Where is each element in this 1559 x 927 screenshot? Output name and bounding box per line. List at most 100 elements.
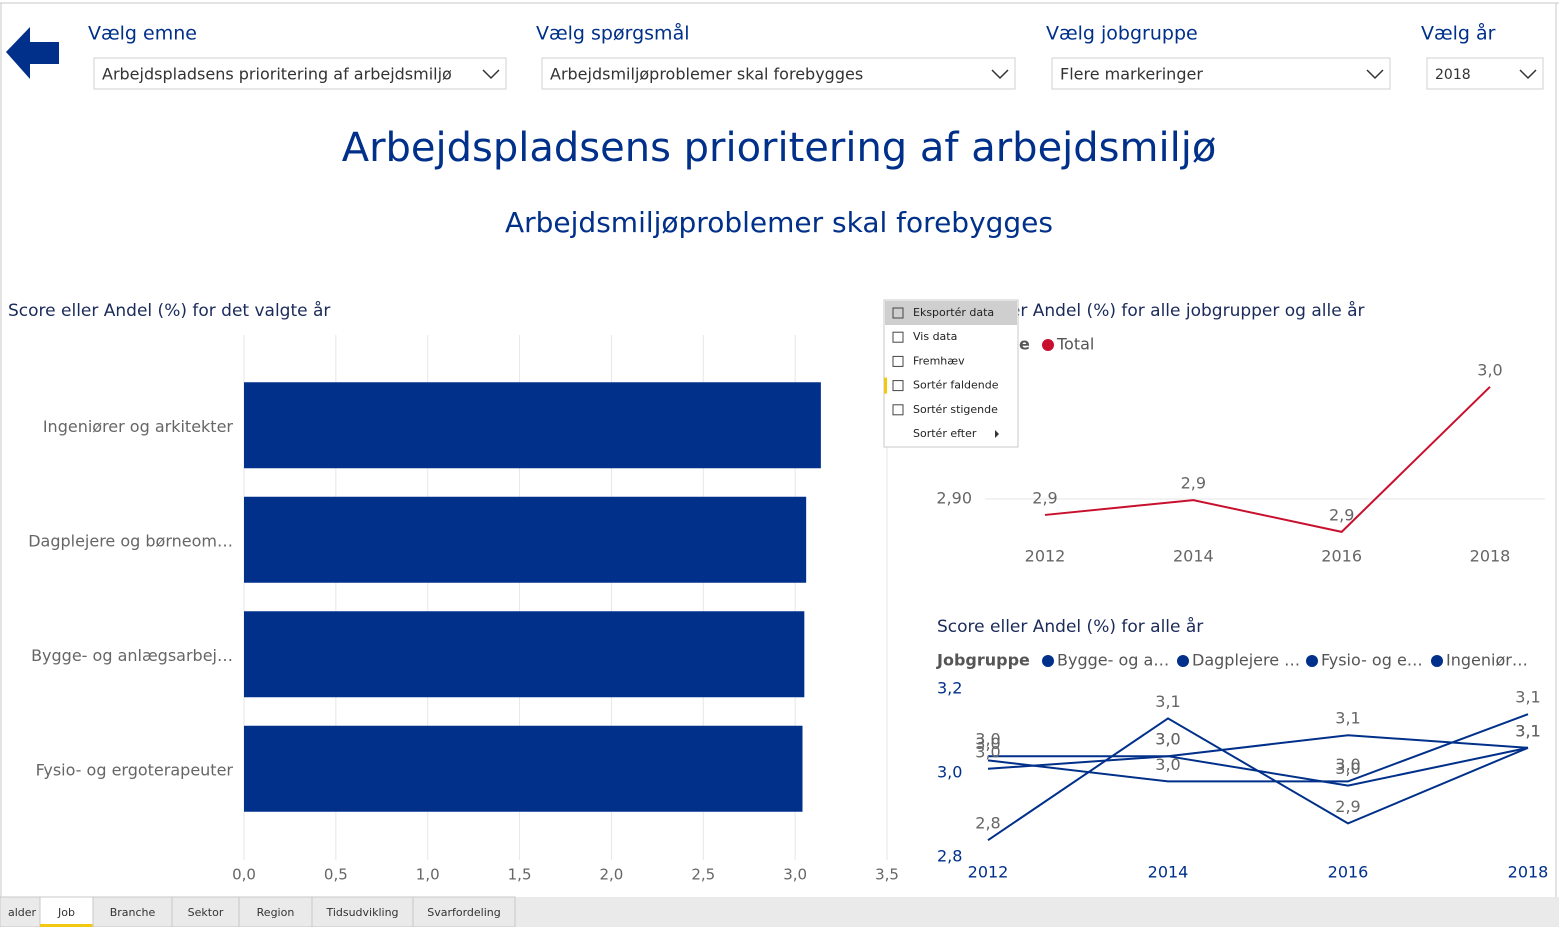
tab-label[interactable]: Tidsudvikling: [325, 906, 398, 919]
data-label: 3,0: [1155, 730, 1180, 749]
chart-title: Score eller Andel (%) for det valgte år: [8, 300, 330, 321]
menu-item[interactable]: Sortér faldende: [913, 379, 999, 392]
data-label: 3,0: [1155, 730, 1180, 749]
x-tick-label: 2016: [1321, 547, 1362, 566]
legend-marker: [1431, 655, 1443, 667]
data-label: 2,9: [1335, 797, 1360, 816]
y-tick-label: 3,0: [937, 763, 962, 782]
data-label: 2,9: [1329, 505, 1354, 524]
dropdown-value[interactable]: Arbejdsmiljøproblemer skal forebygges: [550, 65, 863, 84]
bar[interactable]: [244, 496, 807, 583]
legend-label: Total: [1056, 335, 1094, 354]
data-label: 3,1: [1155, 692, 1180, 711]
menu-icon: [892, 380, 904, 392]
legend-title: Jobgruppe: [936, 651, 1030, 670]
page-subtitle: Arbejdsmiljøproblemer skal forebygges: [505, 206, 1053, 239]
data-label: 2,8: [975, 814, 1000, 833]
y-tick-label: 2,90: [936, 489, 972, 508]
x-tick-label: 2012: [1025, 547, 1066, 566]
tab[interactable]: [311, 896, 414, 927]
tab-label[interactable]: Region: [257, 906, 295, 919]
dropdown-value[interactable]: Arbejdspladsens prioritering af arbejdsm…: [102, 65, 452, 84]
data-label: 3,1: [1515, 688, 1540, 707]
category-label: Ingeniører og arkitekter: [43, 417, 234, 436]
tab[interactable]: [171, 896, 240, 927]
bar[interactable]: [244, 382, 821, 469]
menu-item[interactable]: Eksportér data: [913, 306, 994, 319]
dropdown-chevron: [482, 69, 500, 80]
tab[interactable]: [39, 896, 94, 927]
x-tick-label: 1,5: [508, 866, 532, 884]
page-title: Arbejdspladsens prioritering af arbejdsm…: [342, 125, 1217, 171]
chart-title: Score eller Andel (%) for alle jobgruppe…: [937, 300, 1365, 321]
tab-label[interactable]: Svarfordeling: [427, 906, 501, 919]
dropdown-value[interactable]: Flere markeringer: [1060, 65, 1203, 84]
y-tick-label: 2,8: [937, 847, 962, 866]
tab[interactable]: [238, 896, 313, 927]
menu-item[interactable]: Fremhæv: [913, 354, 965, 367]
menu-item[interactable]: Vis data: [913, 330, 957, 343]
legend-marker: [1042, 655, 1054, 667]
data-label: 3,1: [1515, 721, 1540, 740]
y-tick-label: 3,2: [937, 679, 962, 698]
menu-icon: [892, 331, 904, 343]
filter-label: Vælg spørgsmål: [536, 22, 689, 45]
legend-marker: [1177, 655, 1189, 667]
data-label: 3,1: [1515, 721, 1540, 740]
tab-label[interactable]: Sektor: [188, 906, 224, 919]
category-label: Fysio- og ergoterapeuter: [36, 760, 234, 779]
legend-marker: [1306, 655, 1318, 667]
x-tick-label: 0,0: [232, 866, 256, 884]
x-tick-label: 2014: [1148, 863, 1189, 882]
menu-icon: [892, 404, 904, 416]
tab[interactable]: [412, 896, 516, 927]
x-tick-label: 1,0: [416, 866, 440, 884]
menu-item[interactable]: Sortér stigende: [913, 403, 998, 416]
menu-indicator: [884, 377, 887, 394]
dropdown[interactable]: [1051, 57, 1391, 90]
data-label: 3,0: [975, 742, 1000, 761]
dropdown[interactable]: [541, 57, 1016, 90]
legend-label: Dagplejere …: [1192, 651, 1300, 670]
chart-title: Score eller Andel (%) for alle år: [937, 616, 1203, 637]
legend-label: Ingeniør…: [1446, 651, 1528, 670]
line: [987, 713, 1529, 783]
menu-icon: [892, 355, 904, 367]
x-tick-label: 2014: [1173, 547, 1214, 566]
filter-label: Vælg år: [1421, 22, 1496, 45]
dropdown[interactable]: [93, 57, 507, 90]
menu-highlight: [885, 301, 1017, 325]
submenu-arrow: [995, 430, 999, 438]
filter-label: Vælg jobgruppe: [1046, 23, 1198, 45]
data-label: 2,9: [1032, 488, 1057, 507]
tab[interactable]: [92, 896, 173, 927]
data-label: 3,0: [975, 734, 1000, 753]
category-label: Dagplejere og børneom…: [28, 531, 233, 550]
dropdown-chevron: [1519, 69, 1537, 80]
dropdown-value[interactable]: 2018: [1435, 67, 1471, 83]
legend-marker: [1042, 339, 1054, 351]
x-tick-label: 0,5: [324, 866, 348, 884]
data-label: 3,1: [1335, 709, 1360, 728]
tab-label[interactable]: Job: [57, 906, 75, 919]
menu-icon: [892, 307, 904, 319]
legend-label: Bygge- og a…: [1057, 651, 1169, 670]
tab-label[interactable]: alder: [8, 906, 37, 919]
data-label: 3,0: [975, 730, 1000, 749]
dropdown-chevron: [1366, 69, 1384, 80]
x-tick-label: 2012: [968, 863, 1009, 882]
x-tick-label: 2,0: [599, 866, 623, 884]
line: [1044, 386, 1491, 533]
bar[interactable]: [244, 725, 803, 812]
bar[interactable]: [244, 611, 805, 698]
data-label: 3,0: [1477, 360, 1502, 379]
back-arrow[interactable]: [6, 27, 59, 79]
menu-item[interactable]: Sortér efter: [913, 427, 977, 440]
tab-active-bar: [40, 924, 93, 927]
tab-label[interactable]: Branche: [110, 906, 156, 919]
x-tick-label: 2018: [1508, 863, 1549, 882]
x-tick-label: 2018: [1470, 547, 1511, 566]
line: [987, 746, 1529, 787]
data-label: 3,0: [1155, 755, 1180, 774]
